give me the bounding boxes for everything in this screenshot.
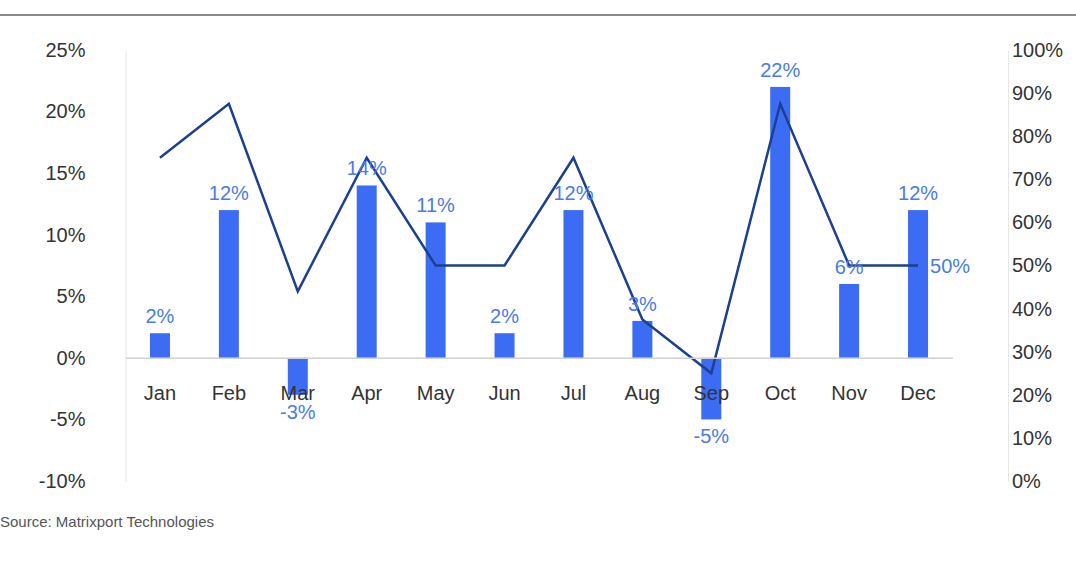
x-axis-line: [126, 358, 953, 360]
bar-label: 2%: [490, 305, 519, 327]
bar-label: 12%: [209, 182, 249, 204]
bar-label: 12%: [553, 182, 593, 204]
y-tick: 25%: [45, 39, 125, 61]
x-tick: Oct: [765, 358, 797, 404]
x-tick: May: [417, 358, 455, 404]
line-label: 50%: [930, 255, 970, 277]
y2-tick: 50%: [1008, 254, 1052, 276]
bar: [150, 333, 170, 358]
y-tick: -10%: [39, 470, 126, 492]
y2-tick: 0%: [1008, 470, 1041, 492]
x-tick: Mar: [281, 358, 316, 404]
bar-label: 2%: [146, 305, 175, 327]
y-tick-label: 5%: [57, 285, 86, 307]
x-tick: Nov: [831, 358, 867, 404]
top-rule: [0, 14, 1076, 16]
x-tick-label: Oct: [765, 382, 797, 404]
y-tick-label: 25%: [45, 39, 85, 61]
y-tick-label: 15%: [45, 162, 85, 184]
x-tick-label: Aug: [625, 382, 661, 404]
x-tick: Jun: [488, 358, 520, 404]
x-tick: Aug: [625, 358, 661, 404]
y-axis-line: [126, 51, 127, 482]
bar: [357, 185, 377, 357]
y2-tick: 80%: [1008, 125, 1052, 147]
y2-tick-label: 70%: [1012, 168, 1052, 190]
y-tick-label: -10%: [39, 470, 86, 492]
bar: [908, 210, 928, 358]
y2-tick-label: 80%: [1012, 125, 1052, 147]
y-tick: 10%: [45, 224, 125, 246]
y2-tick-label: 10%: [1012, 427, 1052, 449]
y-tick: -5%: [50, 408, 126, 430]
bar-label: -3%: [280, 401, 316, 423]
y-tick-label: -5%: [50, 408, 86, 430]
bar: [495, 333, 515, 358]
x-tick-label: Feb: [212, 382, 246, 404]
x-tick: Jul: [561, 358, 587, 404]
y2-tick-label: 60%: [1012, 211, 1052, 233]
bar: [219, 210, 239, 358]
y2-axis-line: [1008, 51, 1009, 482]
y2-tick: 20%: [1008, 384, 1052, 406]
bar: [632, 321, 652, 358]
y2-tick: 60%: [1008, 211, 1052, 233]
y-tick: 5%: [57, 285, 126, 307]
y2-tick-label: 30%: [1012, 341, 1052, 363]
x-tick-label: Apr: [351, 382, 382, 404]
y2-tick-label: 100%: [1012, 39, 1063, 61]
y2-tick: 10%: [1008, 427, 1052, 449]
y-tick-label: 10%: [45, 224, 85, 246]
x-tick-label: Dec: [900, 382, 936, 404]
x-tick: Feb: [212, 358, 246, 404]
bar-label: 6%: [835, 256, 864, 278]
x-tick-label: Sep: [693, 382, 729, 404]
y2-tick-label: 40%: [1012, 298, 1052, 320]
y2-tick: 100%: [1008, 39, 1063, 61]
y2-axis: 0% 10% 20% 30% 40% 50% 60% 70% 80% 90% 100%: [1008, 39, 1063, 492]
y-tick: 15%: [45, 162, 125, 184]
x-tick: Sep: [693, 358, 729, 404]
bar-label: -5%: [694, 425, 730, 447]
x-tick-label: May: [417, 382, 455, 404]
x-tick-label: Jun: [488, 382, 520, 404]
x-tick: Dec: [900, 358, 936, 404]
y2-tick: 70%: [1008, 168, 1052, 190]
y2-tick: 30%: [1008, 341, 1052, 363]
y2-tick-label: 20%: [1012, 384, 1052, 406]
x-tick: Apr: [351, 358, 382, 404]
y-axis: -10% -5% 0% 5% 10% 15% 20% 25%: [39, 39, 126, 492]
source: Source: Matrixport Technologies: [0, 513, 214, 530]
x-axis: Jan Feb Mar Apr May Jun Jul Aug Sep Oct Nov Dec: [126, 358, 953, 404]
bar: [426, 222, 446, 357]
marks: [150, 87, 928, 419]
y2-tick: 40%: [1008, 298, 1052, 320]
bar-label: 14%: [347, 157, 387, 179]
x-tick: Jan: [144, 358, 176, 404]
x-tick-label: Nov: [831, 382, 867, 404]
bar-label: 3%: [628, 293, 657, 315]
bar-label: 22%: [760, 59, 800, 81]
y2-tick-label: 0%: [1012, 470, 1041, 492]
y2-tick-label: 90%: [1012, 82, 1052, 104]
x-tick-label: Mar: [281, 382, 316, 404]
bar: [839, 284, 859, 358]
x-tick-label: Jan: [144, 382, 176, 404]
data-labels: 2% 12% -3% 14% 11% 2% 12% 3% -5% 22% 6% 12% 50%: [146, 59, 971, 447]
y-tick-label: 20%: [45, 100, 85, 122]
bar: [563, 210, 583, 358]
y-tick: 20%: [45, 100, 125, 122]
y-tick-label: 0%: [57, 347, 86, 369]
y2-tick: 90%: [1008, 82, 1052, 104]
line: [160, 104, 918, 373]
y-tick: 0%: [57, 347, 126, 369]
y2-tick-label: 50%: [1012, 254, 1052, 276]
bar-label: 11%: [416, 194, 455, 216]
bar-label: 12%: [898, 182, 938, 204]
x-tick-label: Jul: [561, 382, 587, 404]
